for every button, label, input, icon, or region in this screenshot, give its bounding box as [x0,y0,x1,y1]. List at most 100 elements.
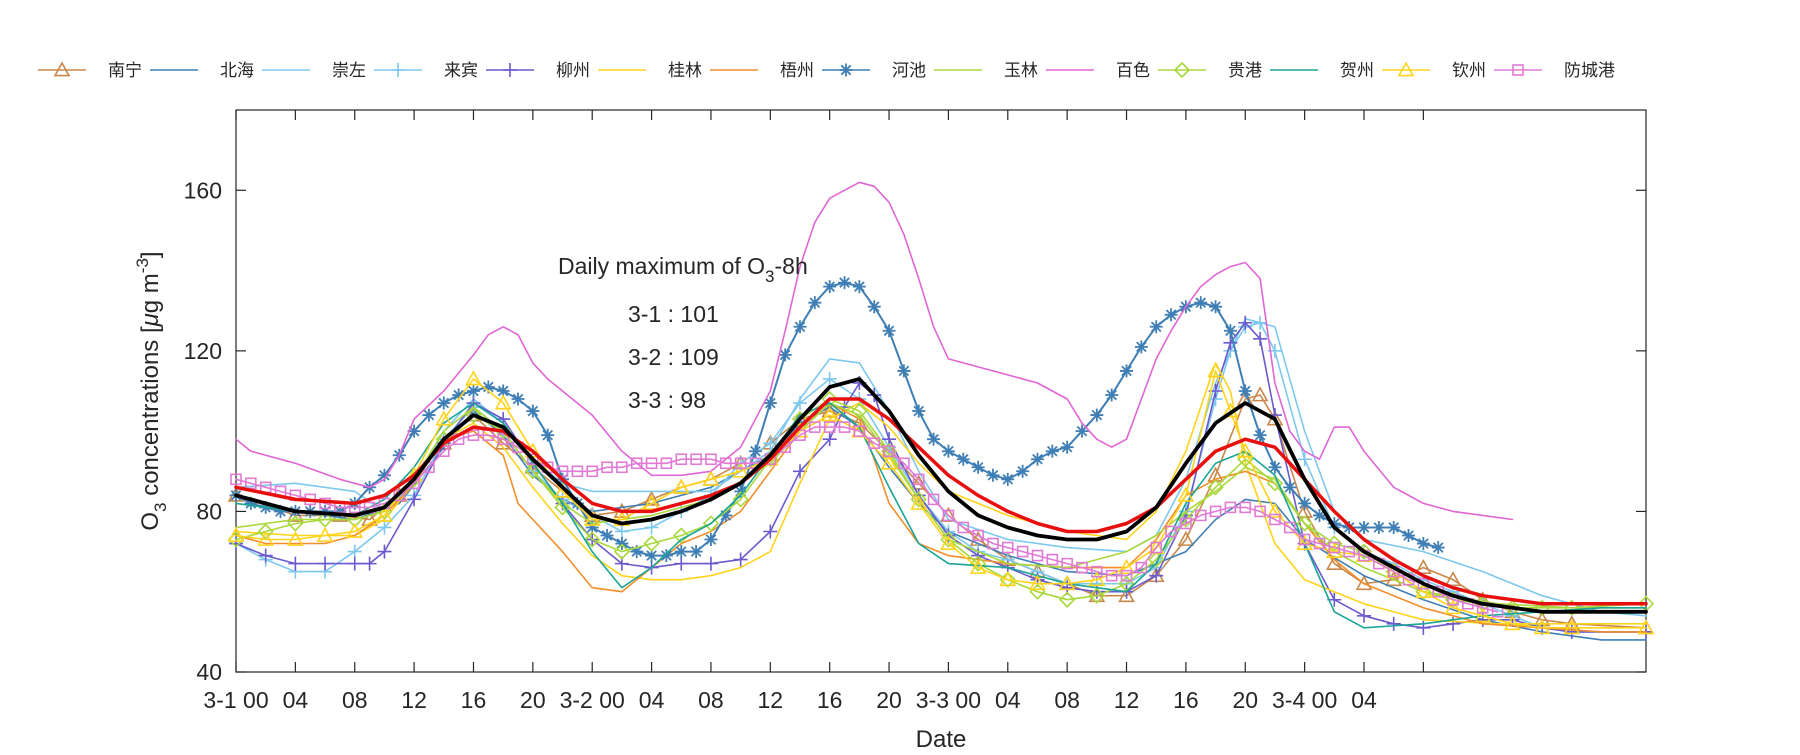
data-point [481,380,495,394]
data-point [1030,452,1044,466]
data-point [616,461,628,474]
data-point [763,436,778,451]
data-point [808,296,822,310]
annotation-line-1: 3-1 : 101 [628,301,719,327]
data-point [1238,315,1253,330]
data-point [1194,296,1208,310]
data-point [614,524,629,539]
data-point [867,300,881,314]
legend-marker [1397,61,1415,77]
data-point [1091,565,1103,578]
data-point [1327,516,1341,530]
data-point [838,276,852,290]
data-point [1118,558,1135,575]
data-point [1120,569,1133,582]
data-point [910,494,928,510]
data-point [1266,502,1284,518]
data-point [526,404,540,418]
data-point [1148,551,1165,568]
data-point [1134,340,1148,354]
data-point [1149,320,1163,334]
legend-label: 贺州 [1340,61,1374,80]
data-point [898,457,910,470]
annotation-title-sub: 3 [765,267,774,286]
legend-item: 柳州 [486,61,590,80]
data-point [1297,452,1312,467]
data-point [1402,529,1416,543]
y-axis-title-base: O [137,512,164,531]
data-point [437,396,451,410]
data-point [719,508,733,522]
data-point [346,522,364,538]
data-point [1269,513,1281,526]
x-tick-label: 3-1 00 [203,687,268,713]
data-point [1059,591,1076,608]
data-point [1236,442,1254,458]
data-point [1253,428,1267,442]
data-point [821,390,838,408]
y-tick-label: 80 [196,498,222,524]
data-point [1296,534,1313,550]
x-tick-label: 20 [520,687,546,713]
data-point [1088,571,1106,587]
data-point [1312,508,1326,522]
data-point [778,348,792,362]
y-axis-title-sub: 3 [151,502,170,511]
data-point [377,544,392,559]
series-line [235,181,1514,521]
data-point [494,434,512,450]
data-point [793,320,807,334]
data-point [1165,525,1177,538]
data-point [586,465,599,478]
legend-label: 来宾 [444,61,478,80]
data-point [1343,545,1355,558]
legend-item: 南宁 [38,61,142,80]
data-point [347,544,362,559]
data-point [702,515,720,532]
data-point [659,549,673,563]
data-point [956,452,970,466]
series-贺州 [235,402,1647,629]
data-point [853,425,866,437]
data-point [1296,515,1313,532]
data-point [1355,575,1373,591]
x-tick-label: 20 [1232,687,1258,713]
data-point [346,511,363,528]
legend-item: 崇左 [262,61,366,80]
data-point [257,530,275,546]
data-point [703,556,718,571]
data-point [1088,587,1105,604]
data-point [969,555,987,572]
legend-marker [391,63,405,77]
data-point [347,556,362,571]
data-point [497,433,509,445]
data-point [971,460,985,474]
data-point [732,462,749,478]
series-line [235,426,1499,613]
data-point [823,421,836,433]
data-point [1177,530,1195,546]
data-point [556,465,569,478]
data-point [1194,509,1207,522]
legend-item: 北海 [150,61,254,80]
data-point [821,406,839,422]
data-point [316,526,334,542]
data-point [719,457,732,470]
x-tick-label: 16 [461,687,487,713]
series-layer [227,181,1655,641]
data-point [1105,569,1118,582]
x-tick-label: 3-3 00 [916,687,981,713]
data-point [452,388,466,402]
data-point [1283,480,1297,494]
legend-label: 桂林 [668,61,702,80]
data-point [1325,542,1343,558]
legend-item: 玉林 [934,61,1038,80]
y-tick-label: 160 [184,177,222,203]
y-tick-label: 120 [184,338,222,364]
y-tick-label: 40 [196,659,222,685]
y-axis-title-mu: μ [137,313,164,327]
data-point [1444,599,1462,615]
series-line [235,322,1647,633]
legend-item: 防城港 [1494,61,1615,80]
legend-marker [503,63,517,77]
